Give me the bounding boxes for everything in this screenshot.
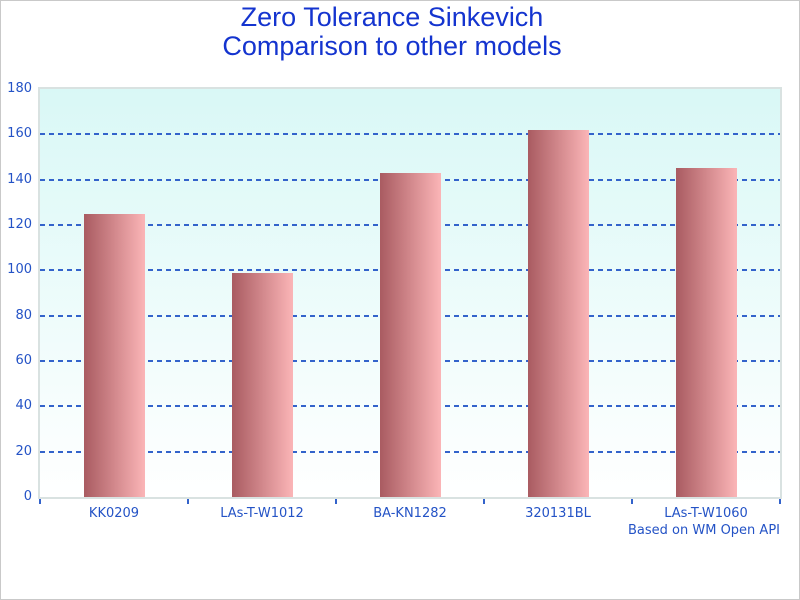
bar-LAs-T-W1060 [676,168,737,497]
bar-BA-KN1282 [380,173,441,497]
x-tick-0 [39,499,41,504]
x-tick-label-BA-KN1282: BA-KN1282 [373,506,447,521]
x-tick-5 [779,499,781,504]
gridline-y-160 [40,133,780,136]
y-tick-label-20: 20 [15,443,32,459]
x-tick-label-320131BL: 320131BL [525,506,591,521]
chart-footer: Based on WM Open API [628,523,780,538]
x-tick-3 [483,499,485,504]
y-tick-label-180: 180 [7,81,32,96]
x-tick-label-LAs-T-W1012: LAs-T-W1012 [220,506,304,521]
y-tick-label-0: 0 [23,489,32,504]
bar-KK0209 [84,214,145,497]
y-tick-label-80: 80 [15,307,32,323]
y-tick-label-120: 120 [7,217,32,232]
x-tick-1 [187,499,189,504]
bar-320131BL [528,130,589,497]
x-tick-2 [335,499,337,504]
chart-title: Zero Tolerance Sinkevich Comparison to o… [1,3,783,61]
x-tick-label-LAs-T-W1060: LAs-T-W1060 [664,506,748,521]
y-tick-label-140: 140 [7,171,32,187]
bar-LAs-T-W1012 [232,273,293,497]
plot-area [38,87,782,499]
x-tick-4 [631,499,633,504]
y-tick-label-40: 40 [15,398,32,414]
chart-title-line2: Comparison to other models [222,31,562,61]
y-tick-label-160: 160 [7,126,32,142]
x-tick-label-KK0209: KK0209 [88,506,140,521]
y-tick-label-60: 60 [15,353,32,368]
y-tick-label-100: 100 [7,262,32,278]
chart-title-line1: Zero Tolerance Sinkevich [240,2,544,32]
